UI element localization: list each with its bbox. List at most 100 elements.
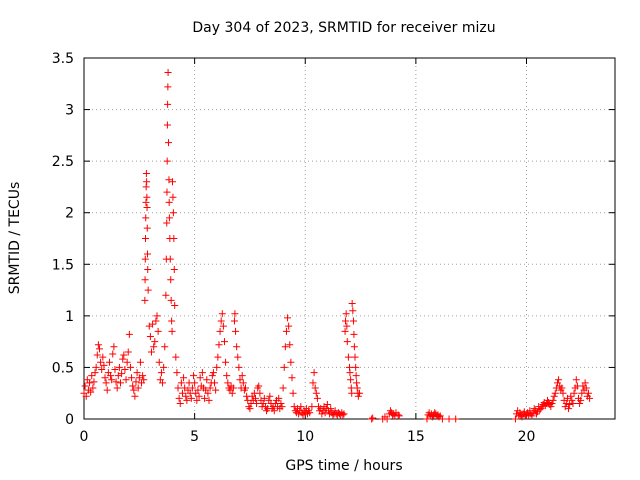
data-point: [251, 394, 259, 402]
data-point: [309, 379, 317, 387]
x-tick-label: 10: [296, 429, 314, 445]
data-point: [146, 332, 154, 340]
data-point: [93, 351, 101, 359]
plot-frame: [83, 57, 616, 420]
data-point: [569, 400, 577, 408]
data-point: [340, 410, 348, 418]
data-point: [550, 392, 558, 400]
data-point: [168, 317, 176, 325]
data-point: [103, 386, 111, 394]
data-point: [586, 394, 594, 402]
data-point: [270, 407, 278, 415]
x-tick-label: 0: [80, 429, 89, 445]
data-point: [150, 343, 158, 351]
data-point: [123, 358, 131, 366]
data-point: [164, 100, 172, 108]
data-point: [280, 363, 288, 371]
data-point: [256, 389, 264, 397]
data-point: [87, 388, 95, 396]
data-point: [92, 363, 100, 371]
data-point: [368, 415, 376, 423]
data-point: [584, 389, 592, 397]
data-point: [130, 386, 138, 394]
y-tick-label: 2.5: [52, 154, 74, 170]
data-point: [144, 286, 152, 294]
data-point: [577, 396, 585, 404]
data-point: [107, 372, 115, 380]
data-point: [445, 415, 453, 423]
data-point: [88, 372, 96, 380]
data-point: [565, 405, 573, 413]
data-point: [139, 372, 147, 380]
data-point: [91, 369, 99, 377]
data-point: [568, 396, 576, 404]
data-point: [205, 396, 213, 404]
chart-title: Day 304 of 2023, SRMTID for receiver miz…: [192, 20, 495, 36]
y-tick-label: 0.5: [52, 360, 74, 376]
data-point: [149, 320, 157, 328]
data-point: [143, 224, 151, 232]
data-point: [351, 353, 359, 361]
data-point: [353, 384, 361, 392]
data-point: [201, 394, 209, 402]
data-point: [343, 338, 351, 346]
data-point: [119, 355, 127, 363]
data-point: [154, 327, 162, 335]
data-point: [347, 376, 355, 384]
data-point: [350, 343, 358, 351]
data-point: [567, 392, 575, 400]
data-point: [206, 384, 214, 392]
data-point: [346, 369, 354, 377]
data-point: [229, 384, 237, 392]
data-point: [562, 400, 570, 408]
y-tick-label: 1.5: [52, 257, 74, 273]
y-tick-label: 2: [65, 206, 74, 222]
data-point: [95, 345, 103, 353]
data-point: [282, 327, 290, 335]
data-point: [342, 317, 350, 325]
data-point: [285, 322, 293, 330]
x-tick-label: 20: [518, 429, 536, 445]
data-point: [236, 376, 244, 384]
data-point: [112, 378, 120, 386]
data-point: [278, 403, 286, 411]
data-point: [136, 358, 144, 366]
data-point: [90, 378, 98, 386]
data-point: [289, 389, 297, 397]
data-point: [151, 338, 159, 346]
data-point: [348, 299, 356, 307]
y-tick-label: 0: [65, 412, 74, 428]
data-point: [82, 392, 90, 400]
data-point: [159, 379, 167, 387]
data-point: [238, 372, 246, 380]
data-point: [312, 389, 320, 397]
data-point: [342, 310, 350, 318]
data-point: [161, 343, 169, 351]
data-point: [121, 365, 129, 373]
data-point: [204, 389, 212, 397]
data-point: [570, 389, 578, 397]
data-point: [165, 214, 173, 222]
data-point: [188, 384, 196, 392]
data-point: [355, 389, 363, 397]
data-point: [211, 379, 219, 387]
data-point: [143, 204, 151, 212]
data-point: [219, 322, 227, 330]
data-point: [173, 369, 181, 377]
data-point: [142, 198, 150, 206]
data-point: [349, 307, 357, 315]
data-point: [102, 379, 110, 387]
data-point: [260, 394, 268, 402]
data-point: [180, 374, 188, 382]
data-point: [176, 400, 184, 408]
data-point: [110, 343, 118, 351]
data-point: [134, 384, 142, 392]
data-point: [126, 363, 134, 371]
data-point: [162, 291, 170, 299]
data-point: [520, 408, 528, 416]
data-point: [128, 374, 136, 382]
data-point: [142, 214, 150, 222]
data-point: [287, 358, 295, 366]
data-point: [266, 392, 274, 400]
data-point: [352, 363, 360, 371]
